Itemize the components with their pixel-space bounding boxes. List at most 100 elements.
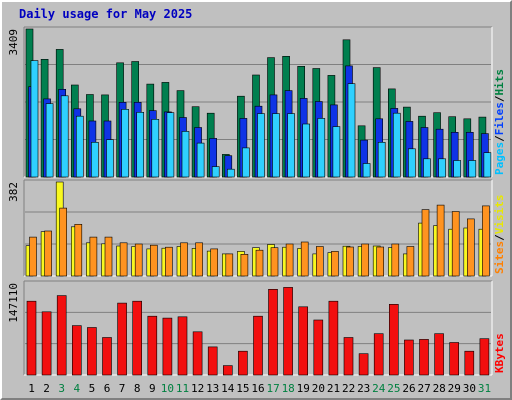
- bar-pages-day-1: [30, 60, 39, 178]
- legend-item: /: [493, 234, 506, 241]
- bar-pages-day-2: [45, 103, 54, 178]
- bar-kbytes-day-29: [449, 342, 460, 376]
- bar-sites-day-11: [180, 242, 188, 277]
- bar-pages-day-3: [60, 95, 69, 178]
- bar-pages-day-12: [196, 142, 205, 178]
- bar-pages-day-7: [121, 109, 129, 178]
- legend-item: KBytes: [493, 333, 506, 373]
- x-tick-label-day-25: 25: [387, 382, 400, 395]
- bar-sites-day-21: [331, 251, 339, 277]
- bar-pages-day-11: [181, 131, 190, 178]
- bar-pages-day-21: [332, 126, 341, 178]
- bar-sites-day-7: [119, 242, 128, 277]
- bar-kbytes-day-18: [283, 287, 293, 376]
- bar-sites-day-24: [376, 246, 385, 277]
- bar-sites-day-13: [210, 248, 218, 277]
- bar-sites-day-19: [300, 241, 309, 277]
- bar-pages-day-4: [76, 115, 84, 178]
- bar-sites-day-14: [225, 253, 234, 277]
- bar-sites-day-2: [44, 230, 52, 277]
- bar-pages-day-25: [392, 112, 401, 178]
- x-tick-label-day-17: 17: [266, 382, 279, 395]
- bar-kbytes-day-22: [343, 337, 354, 376]
- bar-pages-day-23: [362, 163, 371, 178]
- bar-pages-day-28: [438, 158, 446, 178]
- y-max-label-middle: 382: [7, 182, 20, 202]
- bar-pages-day-19: [302, 123, 311, 178]
- bar-kbytes-day-2: [41, 311, 52, 376]
- bar-pages-day-22: [347, 83, 356, 178]
- x-tick-label-day-20: 20: [312, 382, 325, 395]
- bar-kbytes-day-10: [162, 317, 173, 376]
- bar-kbytes-day-9: [147, 315, 158, 376]
- legend-middle: Sites/Visits: [493, 195, 506, 275]
- x-tick-label-day-16: 16: [251, 382, 264, 395]
- legend-item: /: [493, 95, 506, 102]
- bar-kbytes-day-20: [313, 319, 324, 376]
- x-tick-label-day-28: 28: [433, 382, 446, 395]
- bar-pages-day-10: [166, 112, 175, 178]
- x-tick-label-day-6: 6: [104, 382, 111, 395]
- bar-pages-day-31: [483, 152, 492, 178]
- bar-kbytes-day-19: [298, 306, 309, 376]
- bar-pages-day-5: [91, 142, 99, 178]
- bar-kbytes-day-23: [358, 353, 369, 376]
- x-tick-label-day-26: 26: [402, 382, 415, 395]
- legend-item: Pages: [493, 142, 506, 175]
- bar-sites-day-1: [29, 236, 37, 277]
- bar-sites-day-22: [346, 246, 354, 277]
- bar-kbytes-day-11: [177, 316, 188, 376]
- bar-sites-day-31: [482, 205, 490, 277]
- x-tick-label-day-23: 23: [357, 382, 370, 395]
- x-tick-label-day-3: 3: [58, 382, 65, 395]
- bar-sites-day-12: [195, 242, 203, 277]
- x-tick-label-day-9: 9: [149, 382, 156, 395]
- x-tick-label-day-22: 22: [342, 382, 355, 395]
- bar-sites-day-18: [285, 243, 294, 277]
- bar-sites-day-16: [255, 249, 264, 277]
- legend-item: Hits: [493, 69, 506, 96]
- bar-pages-day-15: [242, 147, 250, 178]
- bar-sites-day-20: [315, 246, 324, 277]
- x-tick-label-day-24: 24: [372, 382, 386, 395]
- bar-sites-day-6: [104, 236, 113, 277]
- legend-item: /: [493, 135, 506, 142]
- bar-kbytes-day-24: [373, 333, 384, 376]
- x-tick-label-day-14: 14: [221, 382, 235, 395]
- bar-kbytes-day-13: [207, 346, 218, 376]
- bar-kbytes-day-21: [328, 300, 339, 376]
- bar-kbytes-day-4: [72, 325, 82, 376]
- legend-top: Pages/Files/Hits: [493, 69, 506, 175]
- bar-sites-day-5: [89, 236, 98, 277]
- bar-kbytes-day-31: [479, 338, 490, 376]
- bar-sites-day-3: [59, 207, 68, 277]
- x-tick-label-day-7: 7: [119, 382, 126, 395]
- bar-kbytes-day-7: [117, 302, 127, 376]
- bar-sites-day-4: [74, 224, 83, 277]
- bar-kbytes-day-6: [102, 337, 112, 376]
- bar-pages-day-13: [211, 166, 220, 178]
- y-max-label-top: 3409: [7, 29, 20, 56]
- x-tick-label-day-21: 21: [327, 382, 340, 395]
- bar-kbytes-day-30: [464, 350, 475, 376]
- x-tick-label-day-27: 27: [417, 382, 430, 395]
- legend-item: Visits: [493, 195, 506, 235]
- bar-pages-day-17: [272, 113, 280, 178]
- bar-sites-day-17: [270, 247, 279, 277]
- bar-sites-day-28: [436, 204, 445, 277]
- bar-pages-day-29: [453, 160, 462, 178]
- bar-pages-day-18: [287, 113, 295, 178]
- bar-sites-day-10: [165, 246, 173, 277]
- bar-pages-day-30: [468, 160, 477, 178]
- bar-sites-day-25: [391, 243, 400, 277]
- x-tick-label-day-8: 8: [134, 382, 141, 395]
- bar-pages-day-6: [106, 139, 114, 178]
- bar-kbytes-day-17: [268, 288, 278, 376]
- bar-kbytes-day-3: [56, 295, 67, 376]
- bar-sites-day-23: [361, 243, 369, 277]
- x-tick-label-day-10: 10: [161, 382, 174, 395]
- bar-pages-day-16: [257, 113, 265, 178]
- x-tick-label-day-1: 1: [28, 382, 35, 395]
- x-tick-label-day-13: 13: [206, 382, 219, 395]
- bar-pages-day-26: [408, 148, 416, 178]
